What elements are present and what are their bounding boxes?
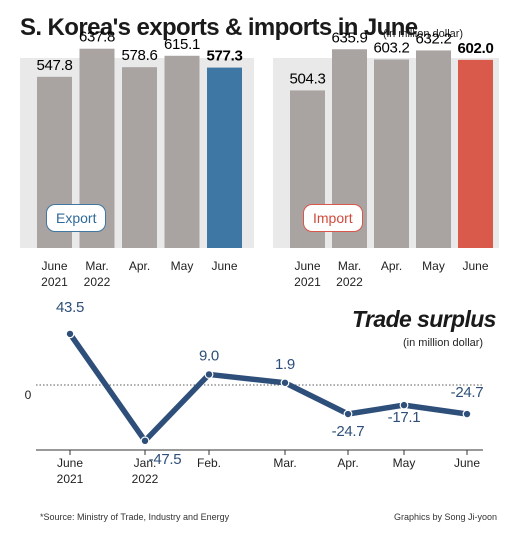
- trade-surplus-value-label-3: 1.9: [275, 356, 295, 373]
- trade-surplus-point-1: [140, 436, 150, 446]
- line-category-label-1-1: 2022: [132, 472, 159, 486]
- line-category-label-0-0: June: [57, 456, 83, 470]
- export-category-label-4-0: June: [211, 259, 237, 273]
- line-category-label-0-1: 2021: [57, 472, 84, 486]
- import-category-label-0-1: 2021: [294, 275, 321, 289]
- export-category-label-3-0: May: [171, 259, 194, 273]
- trade-surplus-point-5: [399, 400, 409, 410]
- import-value-label-0: 504.3: [289, 70, 325, 87]
- trade-surplus-value-label-0: 43.5: [56, 299, 84, 316]
- import-value-label-3: 632.2: [415, 30, 451, 47]
- line-category-label-4-0: Apr.: [337, 456, 358, 470]
- trade-surplus-point-6: [462, 409, 472, 419]
- export-category-label-0-1: 2021: [41, 275, 68, 289]
- trade-surplus-value-label-4: -24.7: [332, 423, 365, 440]
- import-tag: Import: [303, 204, 363, 232]
- chart-title: S. Korea's exports & imports in June: [20, 14, 418, 41]
- trade-surplus-value-label-2: 9.0: [199, 347, 219, 364]
- export-category-label-1-0: Mar.: [85, 259, 108, 273]
- line-category-label-1-0: Jan.: [134, 456, 157, 470]
- import-category-label-2-0: Apr.: [381, 259, 402, 273]
- export-bar-3: [164, 55, 200, 248]
- import-value-label-4: 602.0: [457, 40, 493, 57]
- import-bar-4: [458, 59, 493, 248]
- source-note: *Source: Ministry of Trade, Industry and…: [40, 512, 230, 522]
- title-unit-note: (in million dollar): [383, 28, 464, 40]
- import-category-label-4-0: June: [462, 259, 488, 273]
- import-category-label-1-0: Mar.: [338, 259, 361, 273]
- trade-surplus-value-label-5: -17.1: [388, 409, 421, 426]
- export-category-label-1-1: 2022: [84, 275, 111, 289]
- export-category-label-2-0: Apr.: [129, 259, 150, 273]
- export-tag: Export: [46, 204, 107, 232]
- export-value-label-0: 547.8: [36, 57, 72, 74]
- export-value-label-4: 577.3: [206, 48, 242, 65]
- trade-surplus-value-label-6: -24.7: [451, 384, 484, 401]
- line-category-label-2-0: Feb.: [197, 456, 221, 470]
- trade-surplus-point-2: [204, 370, 214, 379]
- trade-surplus-unit-note: (in million dollar): [403, 337, 484, 349]
- trade-surplus-point-0: [65, 329, 75, 339]
- export-bar-2: [122, 67, 157, 248]
- line-category-label-5-0: May: [393, 456, 416, 470]
- export-value-label-3: 615.1: [164, 36, 200, 53]
- trade-surplus-value-label-1: -47.5: [149, 451, 182, 468]
- trade-surplus-title: Trade surplus: [352, 306, 496, 332]
- import-category-label-0-0: June: [294, 259, 320, 273]
- import-category-label-1-1: 2022: [336, 275, 363, 289]
- export-value-label-2: 578.6: [121, 47, 157, 64]
- graphics-credit: Graphics by Song Ji-yoon: [394, 512, 498, 522]
- trade-surplus-point-4: [343, 409, 353, 419]
- import-bar-3: [416, 50, 451, 248]
- import-bar-2: [374, 59, 409, 248]
- zero-axis-label: 0: [25, 388, 32, 402]
- export-bar-4: [207, 67, 242, 248]
- line-category-label-6-0: June: [454, 456, 480, 470]
- line-category-label-3-0: Mar.: [273, 456, 296, 470]
- trade-surplus-point-3: [280, 378, 290, 388]
- import-value-label-1: 635.9: [331, 29, 367, 46]
- export-category-label-0-0: June: [41, 259, 67, 273]
- import-category-label-3-0: May: [422, 259, 445, 273]
- export-value-label-1: 637.8: [79, 29, 115, 46]
- import-value-label-2: 603.2: [373, 40, 409, 57]
